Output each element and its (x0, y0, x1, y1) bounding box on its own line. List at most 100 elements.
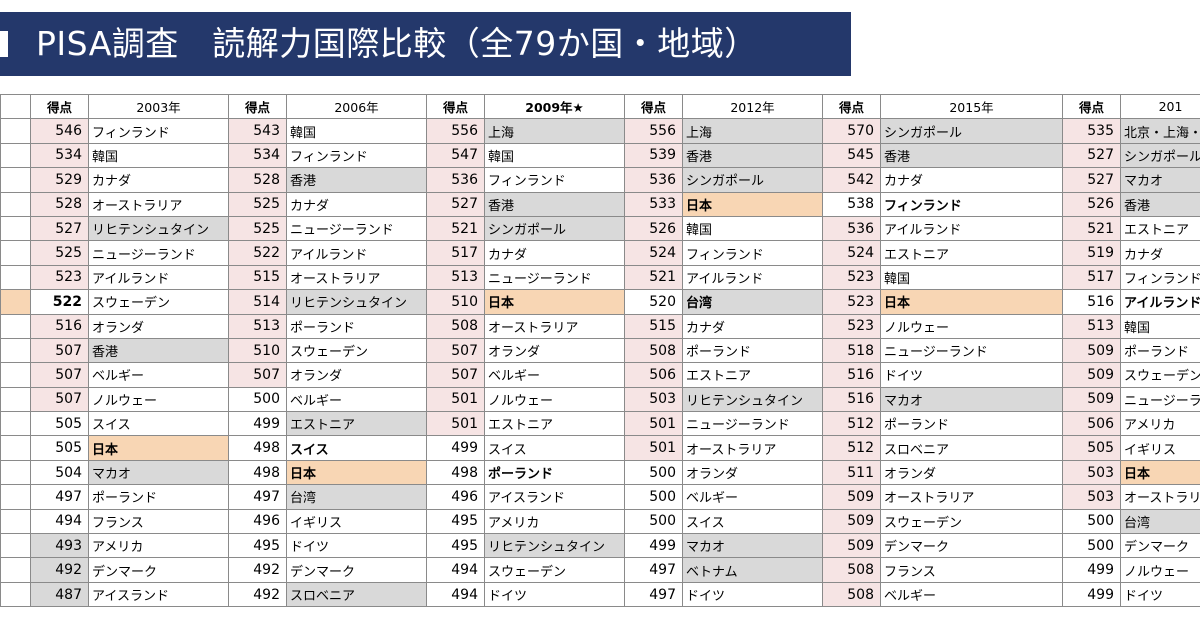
table-row: 516 オランダ 513 ポーランド 508 オーストラリア 515 カナダ 523 ノルウェー 5… (0, 313, 1200, 339)
score-cell: 509 (1062, 386, 1121, 413)
score-cell: 503 (1062, 484, 1121, 510)
score-cell: 499 (228, 411, 287, 437)
table-row: 525 ニュージーランド 522 アイルランド 517 カナダ 524 フィンランド 524 エス… (0, 240, 1200, 266)
year-header: 2015年 (880, 94, 1063, 120)
country-cell: アイルランド (880, 215, 1063, 242)
partial-score-cell (0, 337, 31, 364)
country-cell: オランダ (286, 362, 427, 388)
score-cell: 524 (822, 240, 881, 266)
country-cell: ポーランド (682, 337, 823, 364)
score-cell: 516 (822, 362, 881, 388)
score-cell: 539 (624, 142, 683, 169)
ranking-table-wrapper: 得点 2003年 得点 2006年 得点 2009年★ 得点 2012年 得点 2015年 得点 20… (0, 94, 1200, 630)
partial-score-cell (0, 313, 31, 339)
score-cell: 521 (426, 215, 485, 242)
score-cell: 519 (1062, 240, 1121, 266)
score-cell: 520 (624, 289, 683, 315)
country-cell: スロベニア (880, 435, 1063, 461)
score-cell: 504 (30, 459, 89, 486)
score-cell: 525 (228, 215, 287, 242)
score-cell: 546 (30, 118, 89, 144)
country-cell: シンガポール (880, 118, 1063, 144)
score-cell: 508 (426, 313, 485, 339)
country-cell: シンガポール (484, 215, 625, 242)
score-cell: 523 (822, 264, 881, 291)
score-cell: 529 (30, 167, 89, 193)
page-title: PISA調査 読解力国際比較（全79か国・地域） (36, 24, 758, 63)
score-cell: 507 (30, 386, 89, 413)
score-cell: 525 (228, 191, 287, 217)
score-cell: 500 (624, 508, 683, 535)
country-cell: マカオ (88, 459, 229, 486)
partial-score-cell (0, 508, 31, 535)
country-cell: ドイツ (682, 581, 823, 608)
score-cell: 501 (426, 411, 485, 437)
country-cell: フィンランド (1120, 264, 1200, 291)
partial-score-cell (0, 215, 31, 242)
score-cell: 536 (426, 167, 485, 193)
country-cell: カナダ (286, 191, 427, 217)
score-cell: 499 (426, 435, 485, 461)
country-cell: フィンランド (88, 118, 229, 144)
country-cell: ベトナム (682, 557, 823, 583)
score-cell: 538 (822, 191, 881, 217)
score-cell: 509 (1062, 362, 1121, 388)
score-cell: 499 (1062, 581, 1121, 608)
country-cell: 北京・上海・江 (1120, 118, 1200, 144)
country-cell: アイルランド (1120, 289, 1200, 315)
score-cell: 503 (1062, 459, 1121, 486)
score-cell: 526 (1062, 191, 1121, 217)
score-cell: 527 (426, 191, 485, 217)
country-cell-japan: 日本 (484, 289, 625, 315)
score-cell: 508 (822, 557, 881, 583)
table-row: 493 アメリカ 495 ドイツ 495 リヒテンシュタイン 499 マカオ 509 デンマーク 5… (0, 533, 1200, 559)
country-cell: スイス (484, 435, 625, 461)
country-cell: ドイツ (484, 581, 625, 608)
score-cell: 501 (624, 411, 683, 437)
country-cell: 韓国 (286, 118, 427, 144)
score-cell: 536 (624, 167, 683, 193)
table-row: 527 リヒテンシュタイン 525 ニュージーランド 521 シンガポール 526 韓国 536… (0, 215, 1200, 242)
country-cell: マカオ (880, 386, 1063, 413)
partial-score-cell (0, 289, 31, 315)
table-row: 494 フランス 496 イギリス 495 アメリカ 500 スイス 509 スウェーデン 500 台… (0, 508, 1200, 535)
country-cell: ニュージーランド (484, 264, 625, 291)
country-cell: シンガポール (1120, 142, 1200, 169)
country-cell: オランダ (88, 313, 229, 339)
country-cell: リヒテンシュタイン (88, 215, 229, 242)
table-row: 507 ノルウェー 500 ベルギー 501 ノルウェー 503 リヒテンシュタイン 516 マカ… (0, 386, 1200, 413)
country-cell: フィンランド (682, 240, 823, 266)
country-cell: ベルギー (682, 484, 823, 510)
score-cell: 492 (30, 557, 89, 583)
country-cell: ノルウェー (88, 386, 229, 413)
score-cell: 495 (426, 533, 485, 559)
score-cell: 499 (624, 533, 683, 559)
score-cell: 542 (822, 167, 881, 193)
score-cell: 510 (426, 289, 485, 315)
score-cell: 500 (1062, 508, 1121, 535)
score-cell: 516 (1062, 289, 1121, 315)
score-cell: 507 (426, 337, 485, 364)
country-cell: スウェーデン (286, 337, 427, 364)
country-cell: ドイツ (880, 362, 1063, 388)
country-cell: 韓国 (682, 215, 823, 242)
year-header: 2006年 (286, 94, 427, 120)
table-row: 505 日本 498 スイス 499 スイス 501 オーストラリア 512 スロベニア 505 イギ… (0, 435, 1200, 461)
country-cell: アイスランド (484, 484, 625, 510)
country-cell: ベルギー (286, 386, 427, 413)
partial-score-cell (0, 167, 31, 193)
score-cell: 508 (624, 337, 683, 364)
score-cell: 516 (30, 313, 89, 339)
score-cell: 522 (30, 289, 89, 315)
country-cell: ポーランド (88, 484, 229, 510)
country-cell: オーストラリア (484, 313, 625, 339)
country-cell: 香港 (1120, 191, 1200, 217)
country-cell: アイルランド (88, 264, 229, 291)
country-cell: オーストラリア (286, 264, 427, 291)
score-cell: 556 (426, 118, 485, 144)
country-cell: イギリス (286, 508, 427, 535)
country-cell: 香港 (682, 142, 823, 169)
score-cell: 518 (822, 337, 881, 364)
country-cell: ベルギー (484, 362, 625, 388)
partial-score-cell (0, 264, 31, 291)
